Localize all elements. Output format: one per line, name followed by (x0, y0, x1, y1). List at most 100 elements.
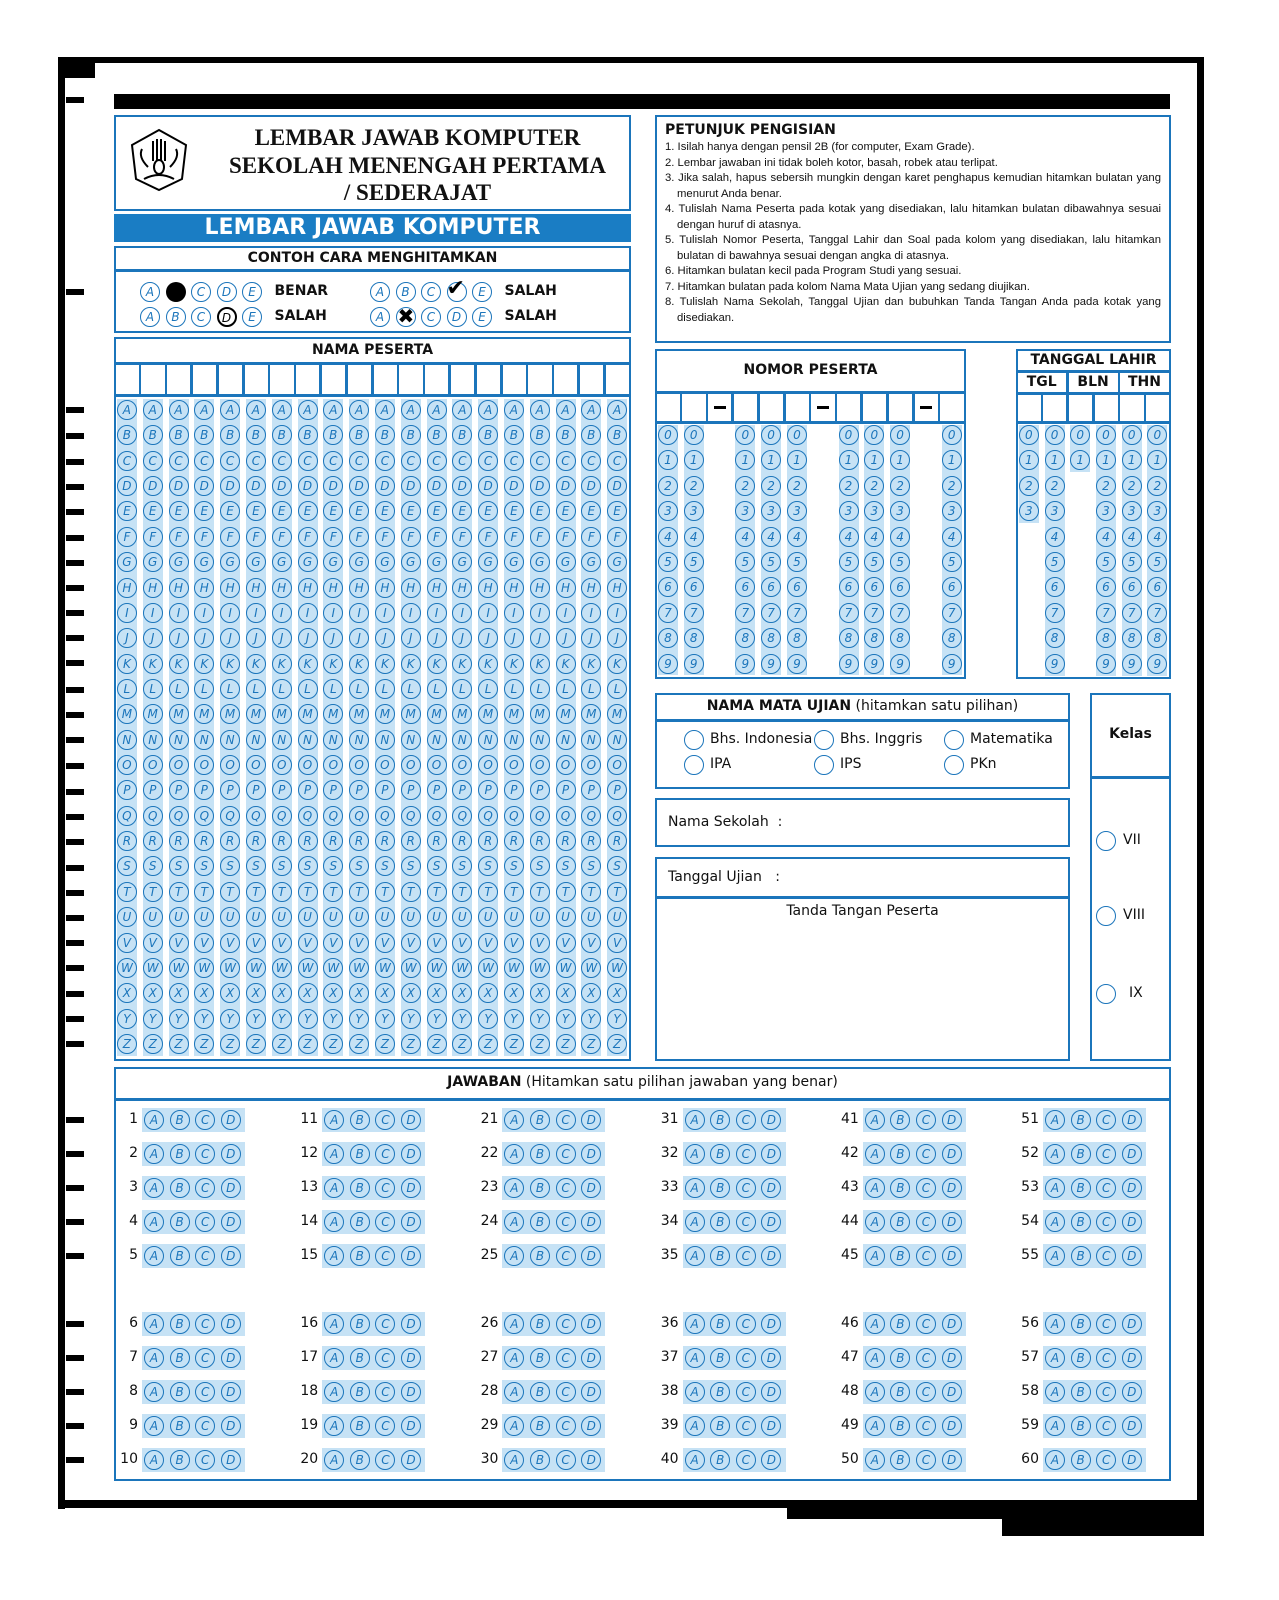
answer-55-D[interactable]: D (1121, 1246, 1142, 1266)
name-bubble-R[interactable]: R (529, 831, 550, 852)
name-letter-box[interactable] (529, 366, 551, 393)
name-bubble-U[interactable]: U (142, 907, 163, 928)
name-letter-box[interactable] (116, 366, 138, 393)
name-bubble-C[interactable]: C (478, 450, 499, 471)
name-letter-box[interactable] (374, 366, 396, 393)
nomor-bubble-0[interactable]: 0 (838, 425, 859, 445)
name-bubble-D[interactable]: D (194, 476, 215, 497)
answer-52-D[interactable]: D (1121, 1144, 1142, 1164)
answer-3-C[interactable]: C (195, 1178, 216, 1198)
nomor-bubble-9[interactable]: 9 (683, 653, 704, 674)
name-bubble-D[interactable]: D (323, 476, 344, 497)
answer-38-C[interactable]: C (735, 1382, 756, 1402)
nomor-digit-box[interactable] (683, 394, 705, 420)
answer-52-C[interactable]: C (1096, 1144, 1117, 1164)
answer-42-A[interactable]: A (864, 1144, 885, 1164)
answer-29-D[interactable]: D (581, 1416, 602, 1436)
answer-2-C[interactable]: C (195, 1144, 216, 1164)
tanggal-bubble-1[interactable]: 1 (1044, 450, 1065, 471)
name-bubble-C[interactable]: C (116, 450, 137, 471)
name-bubble-M[interactable]: M (555, 704, 576, 725)
answer-33-B[interactable]: B (710, 1178, 731, 1198)
name-bubble-R[interactable]: R (581, 831, 602, 852)
name-bubble-H[interactable]: H (581, 577, 602, 598)
answer-26-C[interactable]: C (555, 1314, 576, 1334)
nomor-bubble-3[interactable]: 3 (838, 501, 859, 522)
name-bubble-K[interactable]: K (220, 653, 241, 674)
name-bubble-Z[interactable]: Z (581, 1034, 602, 1054)
name-bubble-J[interactable]: J (245, 628, 266, 649)
name-bubble-K[interactable]: K (297, 653, 318, 674)
name-bubble-G[interactable]: G (116, 552, 137, 573)
tanggal-bubble-4[interactable]: 4 (1147, 526, 1168, 547)
nomor-bubble-8[interactable]: 8 (786, 628, 807, 649)
name-bubble-K[interactable]: K (529, 653, 550, 674)
name-bubble-Z[interactable]: Z (529, 1034, 550, 1054)
name-bubble-M[interactable]: M (607, 704, 628, 725)
answer-11-C[interactable]: C (375, 1110, 396, 1130)
answer-43-A[interactable]: A (864, 1178, 885, 1198)
answer-43-C[interactable]: C (916, 1178, 936, 1198)
name-bubble-P[interactable]: P (426, 780, 447, 801)
name-bubble-Q[interactable]: Q (503, 805, 524, 826)
nomor-bubble-1[interactable]: 1 (941, 450, 962, 471)
name-bubble-H[interactable]: H (271, 577, 292, 598)
name-bubble-S[interactable]: S (194, 856, 215, 877)
name-bubble-O[interactable]: O (142, 755, 163, 776)
name-bubble-B[interactable]: B (271, 425, 292, 446)
answer-52-A[interactable]: A (1045, 1144, 1065, 1164)
name-bubble-W[interactable]: W (400, 957, 421, 978)
name-bubble-Y[interactable]: Y (607, 1008, 628, 1029)
name-bubble-Z[interactable]: Z (555, 1034, 576, 1054)
answer-45-B[interactable]: B (890, 1246, 911, 1266)
answer-55-C[interactable]: C (1096, 1246, 1117, 1266)
tanggal-bubble-8[interactable]: 8 (1044, 628, 1065, 649)
name-bubble-B[interactable]: B (116, 425, 137, 446)
name-bubble-X[interactable]: X (607, 983, 628, 1004)
name-bubble-G[interactable]: G (323, 552, 344, 573)
name-bubble-T[interactable]: T (297, 881, 318, 902)
answer-31-C[interactable]: C (735, 1110, 756, 1130)
name-bubble-V[interactable]: V (116, 932, 137, 953)
name-bubble-F[interactable]: F (581, 526, 602, 547)
name-bubble-S[interactable]: S (271, 856, 292, 877)
name-bubble-T[interactable]: T (400, 881, 421, 902)
name-bubble-B[interactable]: B (168, 425, 189, 446)
answer-15-A[interactable]: A (324, 1246, 345, 1266)
name-bubble-D[interactable]: D (555, 476, 576, 497)
name-bubble-B[interactable]: B (323, 425, 344, 446)
name-letter-box[interactable] (606, 366, 628, 393)
tanggal-bubble-3[interactable]: 3 (1018, 501, 1039, 522)
name-bubble-Y[interactable]: Y (503, 1008, 524, 1029)
answer-35-D[interactable]: D (761, 1246, 782, 1266)
answer-40-B[interactable]: B (710, 1450, 731, 1470)
tanggal-bubble-1[interactable]: 1 (1121, 450, 1142, 471)
name-bubble-E[interactable]: E (349, 501, 370, 522)
name-bubble-K[interactable]: K (478, 653, 499, 674)
name-bubble-L[interactable]: L (503, 678, 524, 699)
answer-16-A[interactable]: A (324, 1314, 345, 1334)
nomor-bubble-0[interactable]: 0 (735, 425, 756, 445)
name-bubble-Z[interactable]: Z (426, 1034, 447, 1054)
name-bubble-E[interactable]: E (323, 501, 344, 522)
name-bubble-R[interactable]: R (194, 831, 215, 852)
name-bubble-O[interactable]: O (374, 755, 395, 776)
answer-51-D[interactable]: D (1121, 1110, 1142, 1130)
name-letter-box[interactable] (219, 366, 241, 393)
answer-1-D[interactable]: D (220, 1110, 241, 1130)
answer-14-D[interactable]: D (401, 1212, 421, 1232)
nomor-bubble-6[interactable]: 6 (735, 577, 756, 598)
name-bubble-T[interactable]: T (503, 881, 524, 902)
name-bubble-O[interactable]: O (194, 755, 215, 776)
tanggal-bubble-5[interactable]: 5 (1121, 552, 1142, 572)
name-bubble-J[interactable]: J (529, 628, 550, 649)
name-bubble-C[interactable]: C (400, 450, 421, 471)
name-bubble-J[interactable]: J (503, 628, 524, 649)
name-bubble-R[interactable]: R (349, 831, 370, 852)
answer-6-A[interactable]: A (144, 1314, 164, 1334)
name-bubble-V[interactable]: V (607, 932, 628, 953)
nomor-bubble-7[interactable]: 7 (941, 602, 962, 623)
name-bubble-W[interactable]: W (452, 957, 473, 978)
name-bubble-N[interactable]: N (400, 729, 421, 750)
name-bubble-I[interactable]: I (400, 602, 421, 623)
